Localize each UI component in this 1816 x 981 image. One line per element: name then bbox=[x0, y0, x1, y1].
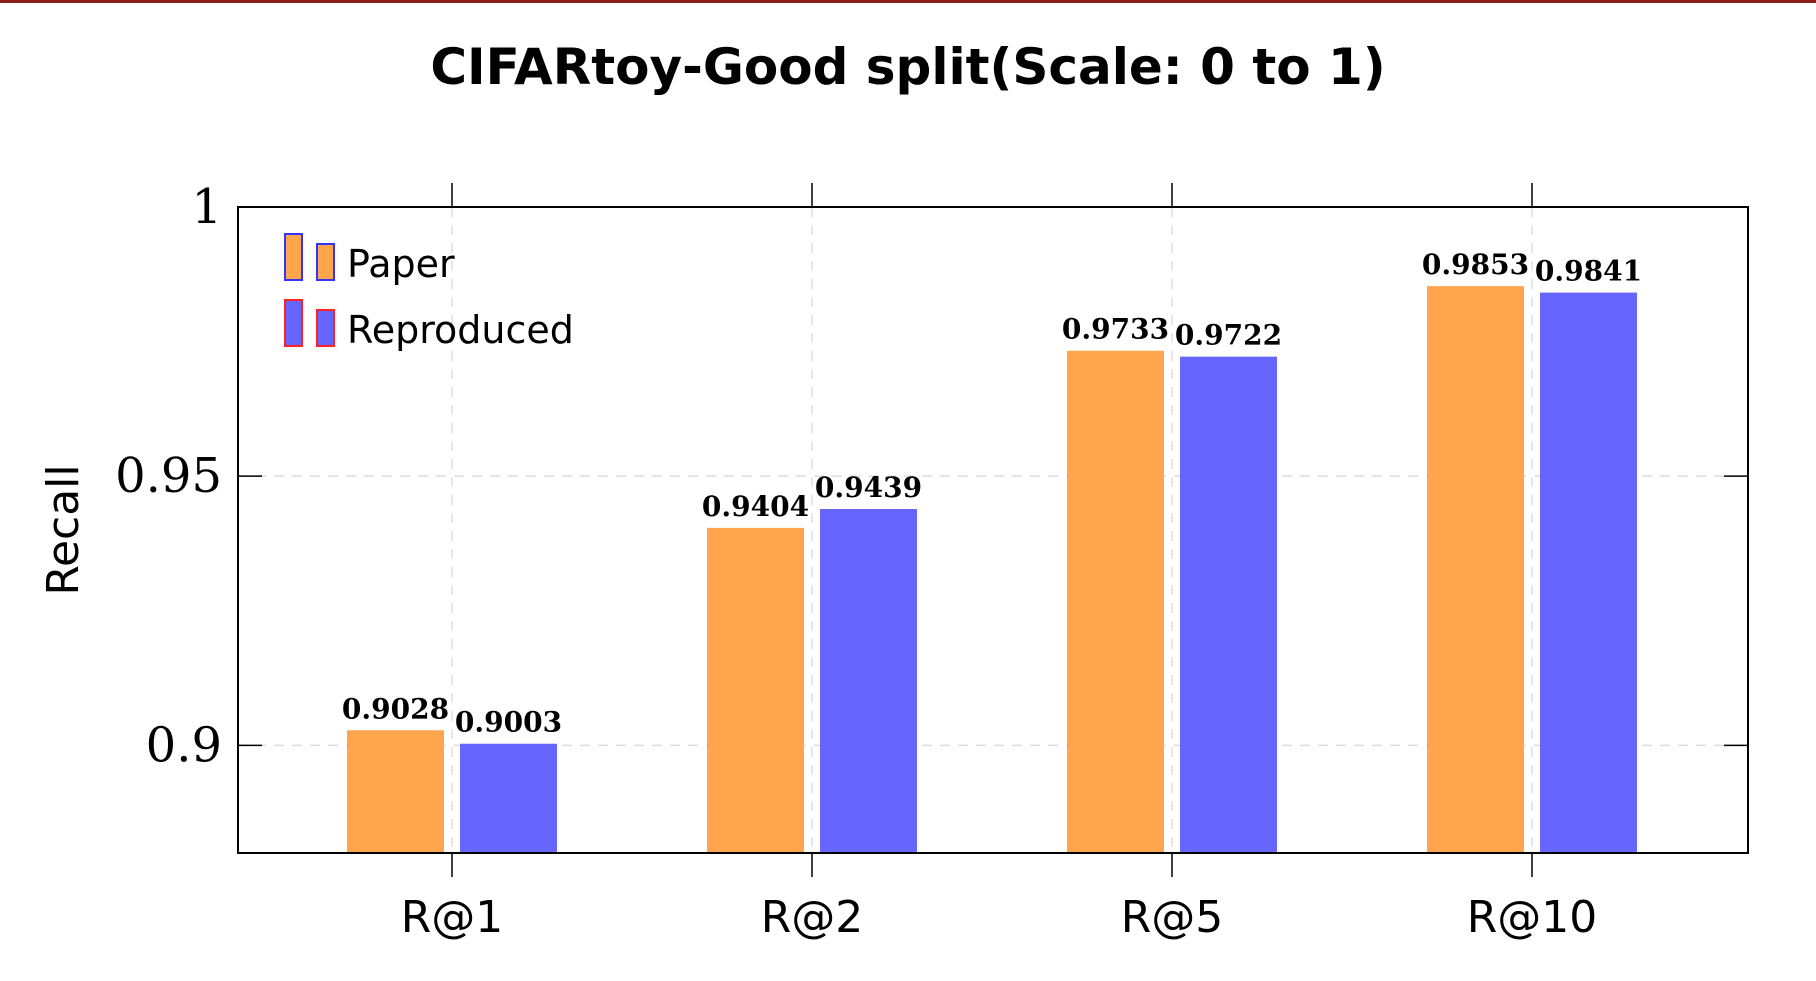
y-tick-label: 0.9 bbox=[146, 717, 222, 773]
legend-swatch bbox=[316, 309, 335, 347]
y-axis-title: Recall bbox=[38, 464, 89, 595]
y-tick-label: 1 bbox=[191, 179, 222, 235]
data-label: 0.9028 bbox=[342, 692, 449, 725]
bars bbox=[347, 286, 1637, 854]
data-label: 0.9722 bbox=[1175, 319, 1282, 352]
legend: Paper Reproduced bbox=[284, 233, 574, 352]
bar-paper-r5 bbox=[1067, 350, 1164, 853]
data-label: 0.9853 bbox=[1422, 248, 1529, 281]
top-rule bbox=[0, 0, 1816, 3]
bar-reproduced-r2 bbox=[820, 509, 917, 853]
bar-paper-r10 bbox=[1427, 286, 1524, 853]
bar-paper-r1 bbox=[347, 730, 444, 853]
data-label: 0.9404 bbox=[702, 490, 809, 523]
x-tick-label: R@1 bbox=[401, 892, 504, 943]
data-label: 0.9841 bbox=[1535, 255, 1642, 288]
data-label: 0.9733 bbox=[1062, 313, 1169, 346]
y-tick-label: 0.95 bbox=[115, 448, 222, 504]
bar-reproduced-r5 bbox=[1180, 356, 1277, 853]
legend-label-reproduced: Reproduced bbox=[347, 308, 574, 352]
legend-swatch bbox=[284, 233, 303, 281]
axes bbox=[237, 183, 1749, 877]
legend-label-paper: Paper bbox=[347, 242, 455, 286]
plot-frame bbox=[237, 206, 1749, 854]
data-label: 0.9439 bbox=[815, 471, 922, 504]
data-label: 0.9003 bbox=[455, 706, 562, 739]
x-tick-label: R@2 bbox=[761, 892, 864, 943]
legend-swatch bbox=[316, 243, 335, 281]
bar-reproduced-r10 bbox=[1540, 292, 1637, 854]
bar-paper-r2 bbox=[707, 527, 804, 853]
legend-swatch bbox=[284, 299, 303, 347]
bar-reproduced-r1 bbox=[460, 743, 557, 853]
chart-title: CIFARtoy-Good split(Scale: 0 to 1) bbox=[430, 38, 1386, 96]
x-tick-label: R@10 bbox=[1467, 892, 1598, 943]
x-tick-label: R@5 bbox=[1121, 892, 1224, 943]
